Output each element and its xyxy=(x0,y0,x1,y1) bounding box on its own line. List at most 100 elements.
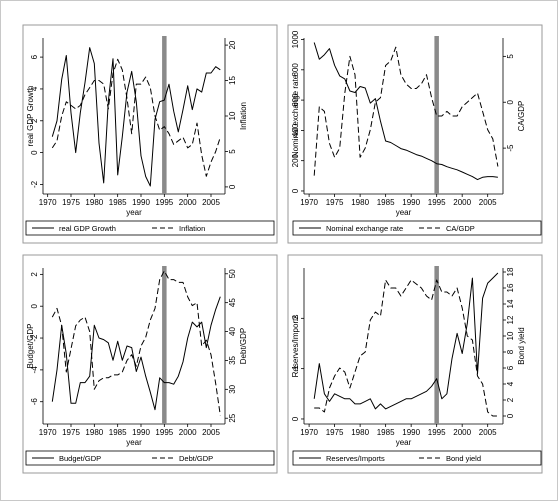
y-tick-label-left: 0 xyxy=(30,303,39,308)
panel-border xyxy=(22,254,278,474)
x-tick-label: 1990 xyxy=(132,428,150,437)
y-tick-label-left: -2 xyxy=(30,180,39,188)
x-tick-label: 1980 xyxy=(351,428,369,437)
y-axis-title-left: Nominal exchange rate xyxy=(291,74,300,157)
y-axis-title-right: Bond yield xyxy=(517,327,526,364)
y-tick-label-right: 30 xyxy=(228,384,237,393)
y-tick-label-left: 800 xyxy=(291,63,300,77)
x-tick-label: 1990 xyxy=(132,198,150,207)
x-tick-label: 1975 xyxy=(62,428,80,437)
series-line-bond-yield xyxy=(314,279,498,417)
y-tick-label-left: -6 xyxy=(30,398,39,406)
x-tick-label: 1995 xyxy=(155,198,173,207)
panel-border xyxy=(287,24,543,244)
y-tick-label-right: 12 xyxy=(506,315,515,324)
x-tick-label: 1970 xyxy=(39,428,57,437)
y-tick-label-right: -5 xyxy=(506,144,515,152)
x-tick-label: 2000 xyxy=(179,198,197,207)
x-tick-label: 2005 xyxy=(202,428,220,437)
x-tick-label: 1985 xyxy=(377,198,395,207)
y-tick-label-left: 6 xyxy=(30,54,39,59)
y-tick-label-right: 45 xyxy=(228,298,237,307)
legend-box xyxy=(292,450,542,466)
x-axis-title: year xyxy=(126,208,142,217)
x-tick-label: 1990 xyxy=(402,198,420,207)
legend-box xyxy=(292,220,542,236)
y-tick-label-right: 0 xyxy=(228,184,237,189)
x-tick-label: 1980 xyxy=(85,198,103,207)
y-tick-label-left: .1 xyxy=(291,365,300,372)
x-tick-label: 1980 xyxy=(85,428,103,437)
legend-label: CA/GDP xyxy=(446,224,475,233)
y-tick-label-right: 5 xyxy=(506,54,515,59)
y-tick-label-left: 2 xyxy=(30,118,39,123)
y-axis-title-left: Reserves/Imports xyxy=(291,315,300,378)
y-tick-label-left: 1000 xyxy=(291,30,300,48)
panel-border xyxy=(287,254,543,474)
x-tick-label: 2000 xyxy=(179,428,197,437)
x-axis-title: year xyxy=(396,208,412,217)
x-axis-title: year xyxy=(126,438,142,447)
y-tick-label-right: 16 xyxy=(506,283,515,292)
y-tick-label-right: 0 xyxy=(506,99,515,104)
x-tick-label: 1975 xyxy=(326,428,344,437)
y-axis-title-right: CA/GDP xyxy=(517,101,526,132)
legend-label: Nominal exchange rate xyxy=(326,224,403,233)
y-tick-label-right: 0 xyxy=(506,413,515,418)
y-tick-label-left: 0 xyxy=(291,188,300,193)
series-line-real-gdp-growth xyxy=(51,47,221,187)
x-tick-label: 1985 xyxy=(109,428,127,437)
y-tick-label-right: 15 xyxy=(228,76,237,85)
y-tick-label-left: 200 xyxy=(291,153,300,167)
y-tick-label-left: .2 xyxy=(291,314,300,321)
y-axis-title-right: Inflation xyxy=(239,102,248,130)
x-tick-label: 2005 xyxy=(479,428,497,437)
y-tick-label-right: 18 xyxy=(506,267,515,276)
x-tick-label: 1975 xyxy=(326,198,344,207)
y-tick-label-right: 50 xyxy=(228,269,237,278)
x-tick-label: 1970 xyxy=(300,198,318,207)
chart-panel-4: 1970 1975 1980 1985 1990 1995 2000 2005 year 0 .1.… xyxy=(287,254,543,474)
series-line-debt-gdp xyxy=(51,270,221,416)
y-tick-label-left: 0 xyxy=(30,150,39,155)
x-tick-label: 2000 xyxy=(453,198,471,207)
y-tick-label-left: 600 xyxy=(291,93,300,107)
x-tick-label: 1990 xyxy=(402,428,420,437)
y-tick-label-left: 400 xyxy=(291,123,300,137)
y-tick-label-right: 20 xyxy=(228,40,237,49)
series-line-reserves-imports xyxy=(313,272,499,410)
y-axis-title-right: Debt/GDP xyxy=(239,328,248,364)
x-tick-label: 1995 xyxy=(428,198,446,207)
y-tick-label-left: 2 xyxy=(30,272,39,277)
x-tick-label: 1985 xyxy=(377,428,395,437)
y-tick-label-right: 40 xyxy=(228,327,237,336)
x-tick-label: 2005 xyxy=(479,198,497,207)
y-tick-label-left: -2 xyxy=(30,334,39,342)
legend-box xyxy=(25,450,275,466)
x-tick-label: 1995 xyxy=(428,428,446,437)
x-tick-label: 2000 xyxy=(453,428,471,437)
chart-panel-3: 1970 1975 1980 1985 1990 1995 2000 2005 year -6 -4… xyxy=(22,254,278,474)
y-tick-label-right: 35 xyxy=(228,355,237,364)
legend-label: Budget/GDP xyxy=(59,454,101,463)
x-tick-label: 1980 xyxy=(351,198,369,207)
series-line-budget-gdp xyxy=(51,296,221,411)
x-tick-label: 1970 xyxy=(300,428,318,437)
x-tick-label: 2005 xyxy=(202,198,220,207)
panel-border xyxy=(22,24,278,244)
y-tick-label-right: 10 xyxy=(228,111,237,120)
series-line-ca-gdp xyxy=(313,46,499,176)
y-tick-label-right: 6 xyxy=(506,365,515,370)
series-line-inflation xyxy=(51,58,221,177)
x-axis-title: year xyxy=(396,438,412,447)
y-tick-label-left: 0 xyxy=(291,416,300,421)
y-tick-label-right: 25 xyxy=(228,413,237,422)
series-line-nominal-exchange-rate xyxy=(313,42,498,181)
x-tick-label: 1985 xyxy=(109,198,127,207)
legend-label: Inflation xyxy=(179,224,205,233)
y-tick-label-left: 4 xyxy=(30,86,39,91)
legend-label: Reserves/Imports xyxy=(326,454,385,463)
y-tick-label-right: 4 xyxy=(506,381,515,386)
